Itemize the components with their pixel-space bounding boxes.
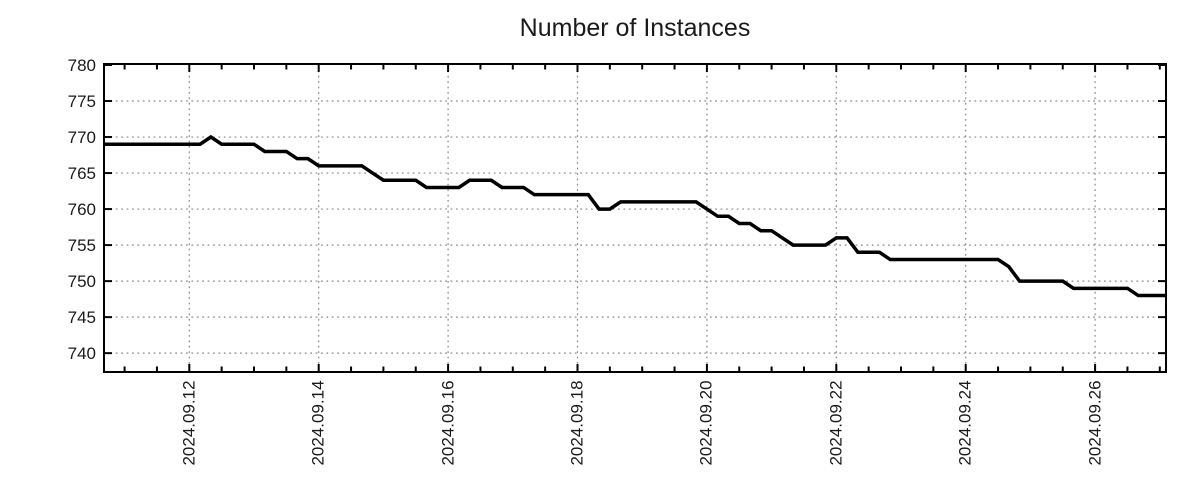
y-tick-label: 775 <box>67 91 96 111</box>
x-tick-label: 2024.09.20 <box>696 380 716 466</box>
x-tick-label: 2024.09.12 <box>179 380 199 466</box>
y-tick-label: 745 <box>67 307 96 327</box>
x-tick-label: 2024.09.18 <box>567 380 587 466</box>
y-tick-label: 740 <box>67 343 96 363</box>
x-tick-label: 2024.09.26 <box>1085 380 1105 466</box>
y-tick-label: 780 <box>67 55 96 75</box>
x-tick-label-box: 2024.09.20 <box>697 373 717 473</box>
x-tick-label-box: 2024.09.12 <box>179 373 199 473</box>
y-tick-label: 760 <box>67 199 96 219</box>
x-tick-label-box: 2024.09.18 <box>568 373 588 473</box>
plot-canvas <box>105 65 1165 371</box>
x-tick-label-box: 2024.09.26 <box>1085 373 1105 473</box>
x-tick-label-box: 2024.09.16 <box>438 373 458 473</box>
x-tick-label-box: 2024.09.22 <box>826 373 846 473</box>
y-tick-label: 750 <box>67 271 96 291</box>
x-tick-label: 2024.09.16 <box>438 380 458 466</box>
y-tick-label: 770 <box>67 127 96 147</box>
chart-title: Number of Instances <box>519 14 751 42</box>
x-tick-label-box: 2024.09.24 <box>956 373 976 473</box>
x-tick-label: 2024.09.14 <box>308 380 328 466</box>
x-tick-label: 2024.09.24 <box>955 380 975 466</box>
y-tick-label: 765 <box>67 163 96 183</box>
instances-line <box>105 134 1165 298</box>
y-tick-label: 755 <box>67 235 96 255</box>
plot-area <box>103 63 1167 373</box>
x-tick-label: 2024.09.22 <box>826 380 846 466</box>
x-tick-label-box: 2024.09.14 <box>309 373 329 473</box>
